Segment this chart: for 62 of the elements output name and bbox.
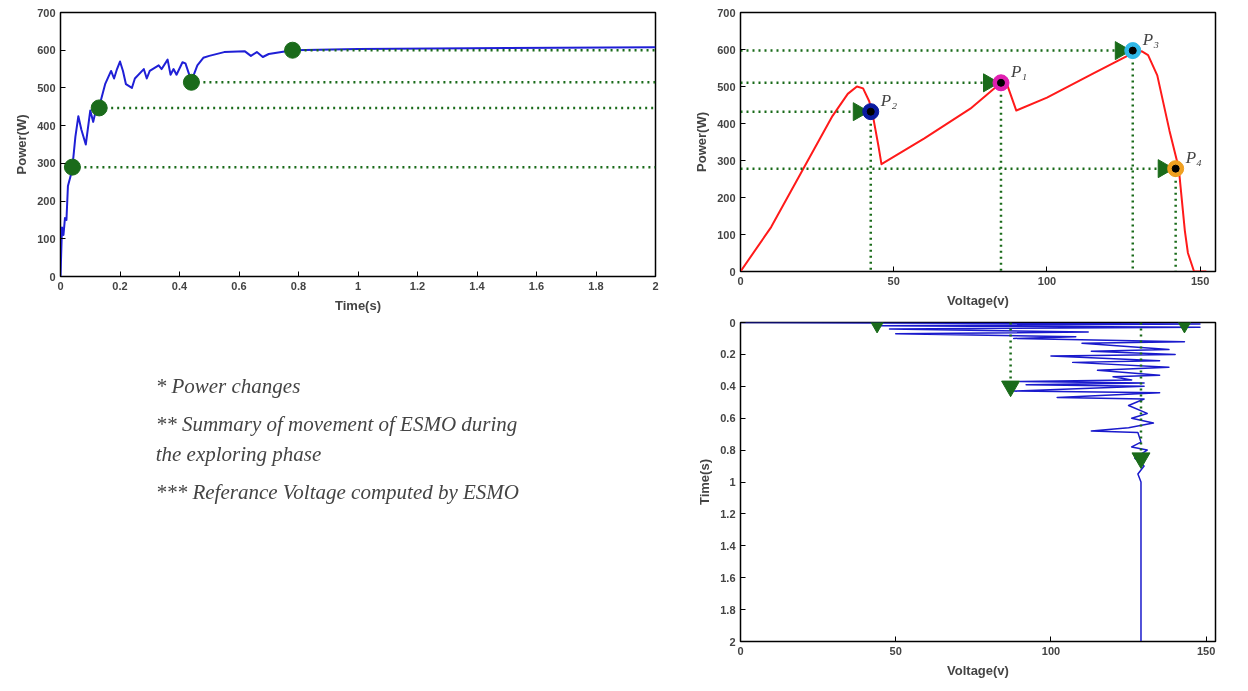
y-tick-label: 1.8 <box>720 603 736 616</box>
y-tick-label: 0.4 <box>720 380 737 393</box>
y-tick-label: 1 <box>729 476 736 488</box>
y-axis-title: Power(W) <box>694 112 710 172</box>
y-tick-label: 100 <box>717 228 736 241</box>
point <box>1001 380 1021 398</box>
y-tick-label: 300 <box>37 157 56 170</box>
y-tick-label: 0 <box>729 265 736 278</box>
y-tick-label: 0.2 <box>720 348 736 361</box>
annotation: P₁ <box>1009 61 1028 81</box>
y-tick-label: 0.8 <box>720 444 736 457</box>
x-tick-label: 0.4 <box>171 279 189 292</box>
x-axis-title: Voltage(v) <box>947 662 1009 678</box>
y-axis-title: Power(W) <box>14 114 30 175</box>
y-tick-label: 700 <box>37 6 56 19</box>
point <box>90 99 108 117</box>
y-tick-label: 1.6 <box>720 571 736 584</box>
y-tick-label: 0.6 <box>720 412 736 425</box>
x-tick-label: 150 <box>1191 274 1210 287</box>
y-tick-label: 600 <box>37 44 56 57</box>
annotation: P₂ <box>879 90 898 110</box>
x-tick-label: 100 <box>1041 644 1061 657</box>
y-tick-label: 0 <box>729 316 736 329</box>
text: ** Summary of movement of ESMO during the exploring phase <box>155 412 518 466</box>
x-axis-title: Time(s) <box>335 297 381 313</box>
y-tick-label: 500 <box>37 81 56 94</box>
x-tick-label: 150 <box>1197 644 1216 657</box>
point <box>284 41 302 59</box>
y-axis-title: Time(s) <box>697 459 713 505</box>
y-tick-label: 200 <box>37 195 56 208</box>
point <box>182 73 200 91</box>
x-tick-label: 50 <box>887 274 900 287</box>
text: * Power changes <box>155 373 301 398</box>
point <box>63 158 81 176</box>
x-tick-label: 1 <box>354 279 362 292</box>
x-tick-label: 1.6 <box>528 279 545 292</box>
y-tick-label: 400 <box>717 117 736 130</box>
x-tick-label: 0 <box>57 279 64 292</box>
y-tick-label: 600 <box>717 43 736 56</box>
x-tick-label: 50 <box>889 644 902 657</box>
x-tick-label: 2 <box>652 279 659 292</box>
annotation: P₃ <box>1141 29 1160 49</box>
y-tick-label: 1.4 <box>720 539 737 552</box>
y-tick-label: 300 <box>717 154 736 167</box>
y-tick-label: 200 <box>717 191 736 204</box>
x-tick-label: 100 <box>1037 274 1057 287</box>
x-tick-label: 1.4 <box>469 279 486 292</box>
x-tick-label: 0.8 <box>290 279 307 292</box>
y-tick-label: 400 <box>37 119 56 132</box>
y-tick-label: 2 <box>729 635 736 648</box>
text: *** Referance Voltage computed by ESMO <box>155 480 520 505</box>
x-axis-title: Voltage(v) <box>947 292 1009 308</box>
y-tick-label: 100 <box>37 232 56 245</box>
x-tick-label: 1.8 <box>588 279 604 292</box>
y-tick-label: 1.2 <box>720 507 736 520</box>
y-tick-label: 500 <box>717 80 736 93</box>
x-tick-label: 1.2 <box>409 279 426 292</box>
annotation: P₄ <box>1184 147 1203 167</box>
x-tick-label: 0.2 <box>112 279 128 292</box>
point <box>1131 452 1151 469</box>
y-tick-label: 700 <box>717 6 736 19</box>
x-tick-label: 0.6 <box>231 279 247 292</box>
